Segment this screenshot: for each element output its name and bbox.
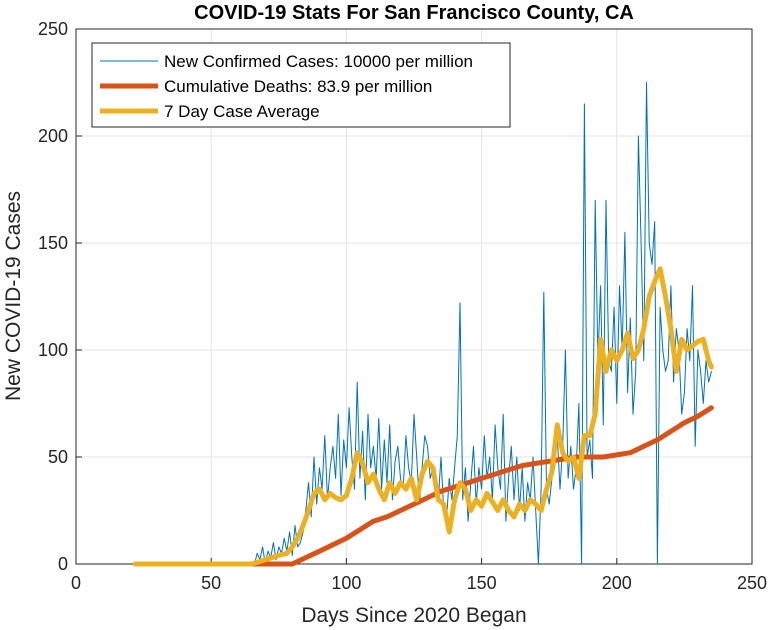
y-tick-label: 250 xyxy=(38,19,68,39)
x-axis-label: Days Since 2020 Began xyxy=(301,604,526,627)
series-group xyxy=(133,82,714,567)
x-tick-label: 150 xyxy=(467,573,497,593)
y-tick-label: 0 xyxy=(58,554,68,574)
legend-label: New Confirmed Cases: 10000 per million xyxy=(164,52,473,71)
y-tick-label: 100 xyxy=(38,340,68,360)
x-tick-label: 200 xyxy=(602,573,632,593)
series-line-7day-average xyxy=(133,266,714,567)
legend-label: Cumulative Deaths: 83.9 per million xyxy=(164,77,432,96)
legend: New Confirmed Cases: 10000 per million Cu… xyxy=(91,42,511,128)
y-tick-label: 50 xyxy=(48,447,68,467)
legend-box xyxy=(91,42,511,128)
chart-title: COVID-19 Stats For San Francisco County,… xyxy=(194,2,634,24)
legend-label: 7 Day Case Average xyxy=(164,102,320,121)
x-tick-label: 250 xyxy=(737,573,767,593)
plot-area xyxy=(75,28,753,565)
series-line-new-cases xyxy=(135,82,712,565)
y-tick-label: 200 xyxy=(38,126,68,146)
series-line-cumulative-deaths xyxy=(133,405,714,567)
axis-ticks: 0 50 100 150 200 250 0 50 100 150 200 250 xyxy=(38,19,767,593)
y-axis-label: New COVID-19 Cases xyxy=(2,191,25,401)
y-tick-label: 150 xyxy=(38,233,68,253)
x-tick-label: 50 xyxy=(201,573,221,593)
x-tick-label: 100 xyxy=(331,573,361,593)
x-tick-label: 0 xyxy=(71,573,81,593)
